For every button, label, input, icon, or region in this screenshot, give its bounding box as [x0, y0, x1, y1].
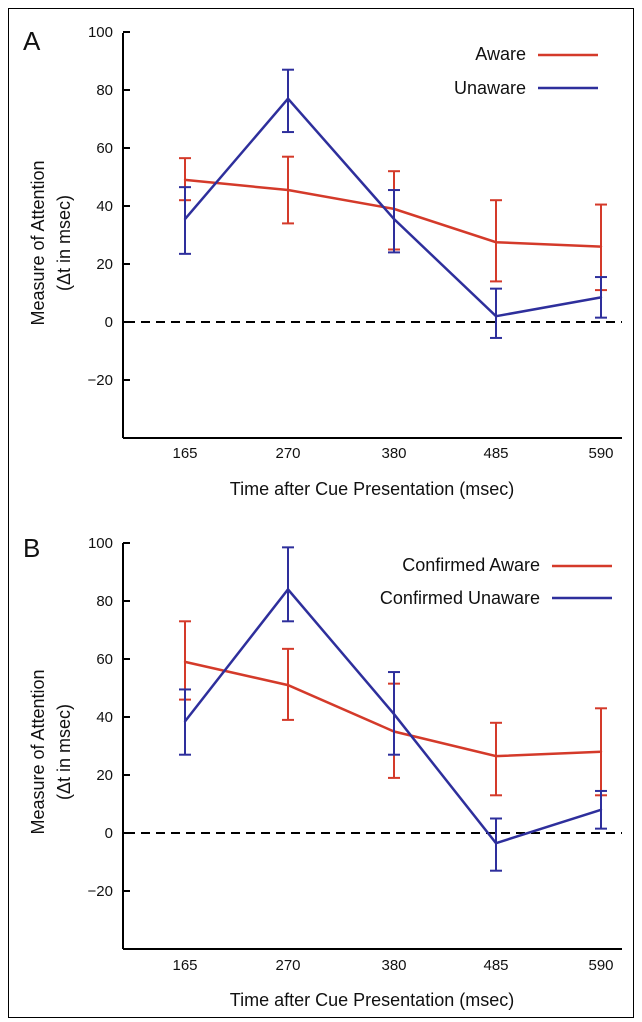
data-point — [286, 588, 290, 591]
data-point — [494, 841, 498, 845]
x-axis-label: Time after Cue Presentation (msec) — [230, 990, 514, 1010]
data-point — [392, 712, 396, 716]
data-point — [286, 97, 290, 100]
y-axis-label-unit: (Δt in msec) — [54, 195, 74, 291]
y-tick-label: 60 — [96, 651, 113, 668]
data-point — [183, 217, 187, 221]
data-point — [599, 750, 603, 753]
chart-panel-a: A 100 80 60 40 20 0 −20 165 270 380 485 590 Time afte… — [23, 24, 622, 499]
x-tick-label: 590 — [588, 445, 613, 462]
figure-frame — [8, 8, 634, 1018]
chart-panel-b: B 100 80 60 40 20 0 −20 165 270 380 485 590 Time afte… — [23, 533, 622, 1010]
y-tick-label: 40 — [96, 709, 113, 726]
data-point — [599, 245, 603, 248]
y-tick-label: −20 — [88, 372, 113, 389]
data-point — [599, 296, 603, 299]
y-tick-label: 80 — [96, 82, 113, 99]
data-point — [286, 683, 290, 687]
x-axis-label: Time after Cue Presentation (msec) — [230, 479, 514, 499]
legend-label: Aware — [475, 44, 526, 64]
y-tick-label: −20 — [88, 883, 113, 900]
x-tick-label: 380 — [381, 957, 406, 974]
y-tick-label: 20 — [96, 256, 113, 273]
x-tick-label: 380 — [381, 445, 406, 462]
x-tick-label: 270 — [275, 445, 300, 462]
legend-label: Unaware — [454, 78, 526, 98]
panel-label: A — [23, 26, 41, 56]
y-tick-label: 100 — [88, 24, 113, 41]
y-tick-label: 60 — [96, 140, 113, 157]
panel-label: B — [23, 533, 40, 563]
data-point — [392, 217, 396, 221]
x-tick-label: 590 — [588, 957, 613, 974]
data-point — [183, 720, 187, 723]
data-point — [494, 315, 498, 318]
y-tick-label: 80 — [96, 593, 113, 610]
y-tick-label: 20 — [96, 767, 113, 784]
data-point — [494, 754, 498, 758]
x-tick-label: 165 — [172, 445, 197, 462]
y-axis-label-unit: (Δt in msec) — [54, 704, 74, 800]
y-axis-label: Measure of Attention — [28, 669, 48, 834]
y-tick-label: 0 — [105, 314, 113, 331]
data-point — [183, 178, 187, 182]
x-tick-label: 270 — [275, 957, 300, 974]
y-axis-label: Measure of Attention — [28, 160, 48, 325]
data-point — [183, 660, 187, 664]
series-confirmed-unaware — [179, 546, 607, 872]
y-tick-label: 40 — [96, 198, 113, 215]
series-unaware — [179, 68, 607, 339]
data-point — [286, 188, 290, 192]
y-tick-label: 100 — [88, 535, 113, 552]
data-point — [494, 241, 498, 244]
x-tick-label: 485 — [483, 445, 508, 462]
legend-label: Confirmed Unaware — [380, 588, 540, 608]
x-tick-label: 485 — [483, 957, 508, 974]
legend-label: Confirmed Aware — [402, 555, 540, 575]
data-point — [599, 808, 603, 811]
y-tick-label: 0 — [105, 825, 113, 842]
x-tick-label: 165 — [172, 957, 197, 974]
